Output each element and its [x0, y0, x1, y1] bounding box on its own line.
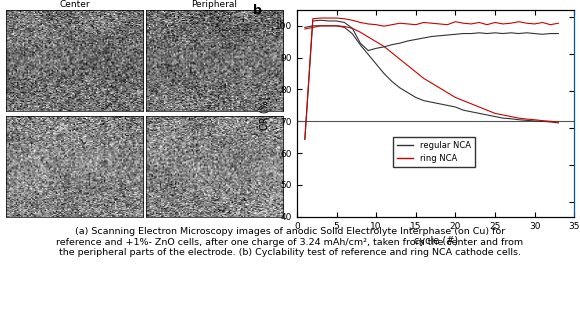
Y-axis label: CR (%): CR (%) — [259, 97, 269, 130]
X-axis label: cycle (#): cycle (#) — [414, 236, 458, 246]
Y-axis label: +1% ZnO: +1% ZnO — [0, 145, 2, 188]
Title: Center: Center — [59, 0, 90, 9]
Legend: regular NCA, ring NCA: regular NCA, ring NCA — [393, 137, 475, 167]
Text: b: b — [252, 4, 262, 17]
Y-axis label: Reference: Reference — [0, 37, 2, 83]
Title: Peripheral: Peripheral — [191, 0, 237, 9]
Text: (a) Scanning Electron Microscopy images of anodic Solid Electrolyte Interphase (: (a) Scanning Electron Microscopy images … — [56, 227, 524, 257]
